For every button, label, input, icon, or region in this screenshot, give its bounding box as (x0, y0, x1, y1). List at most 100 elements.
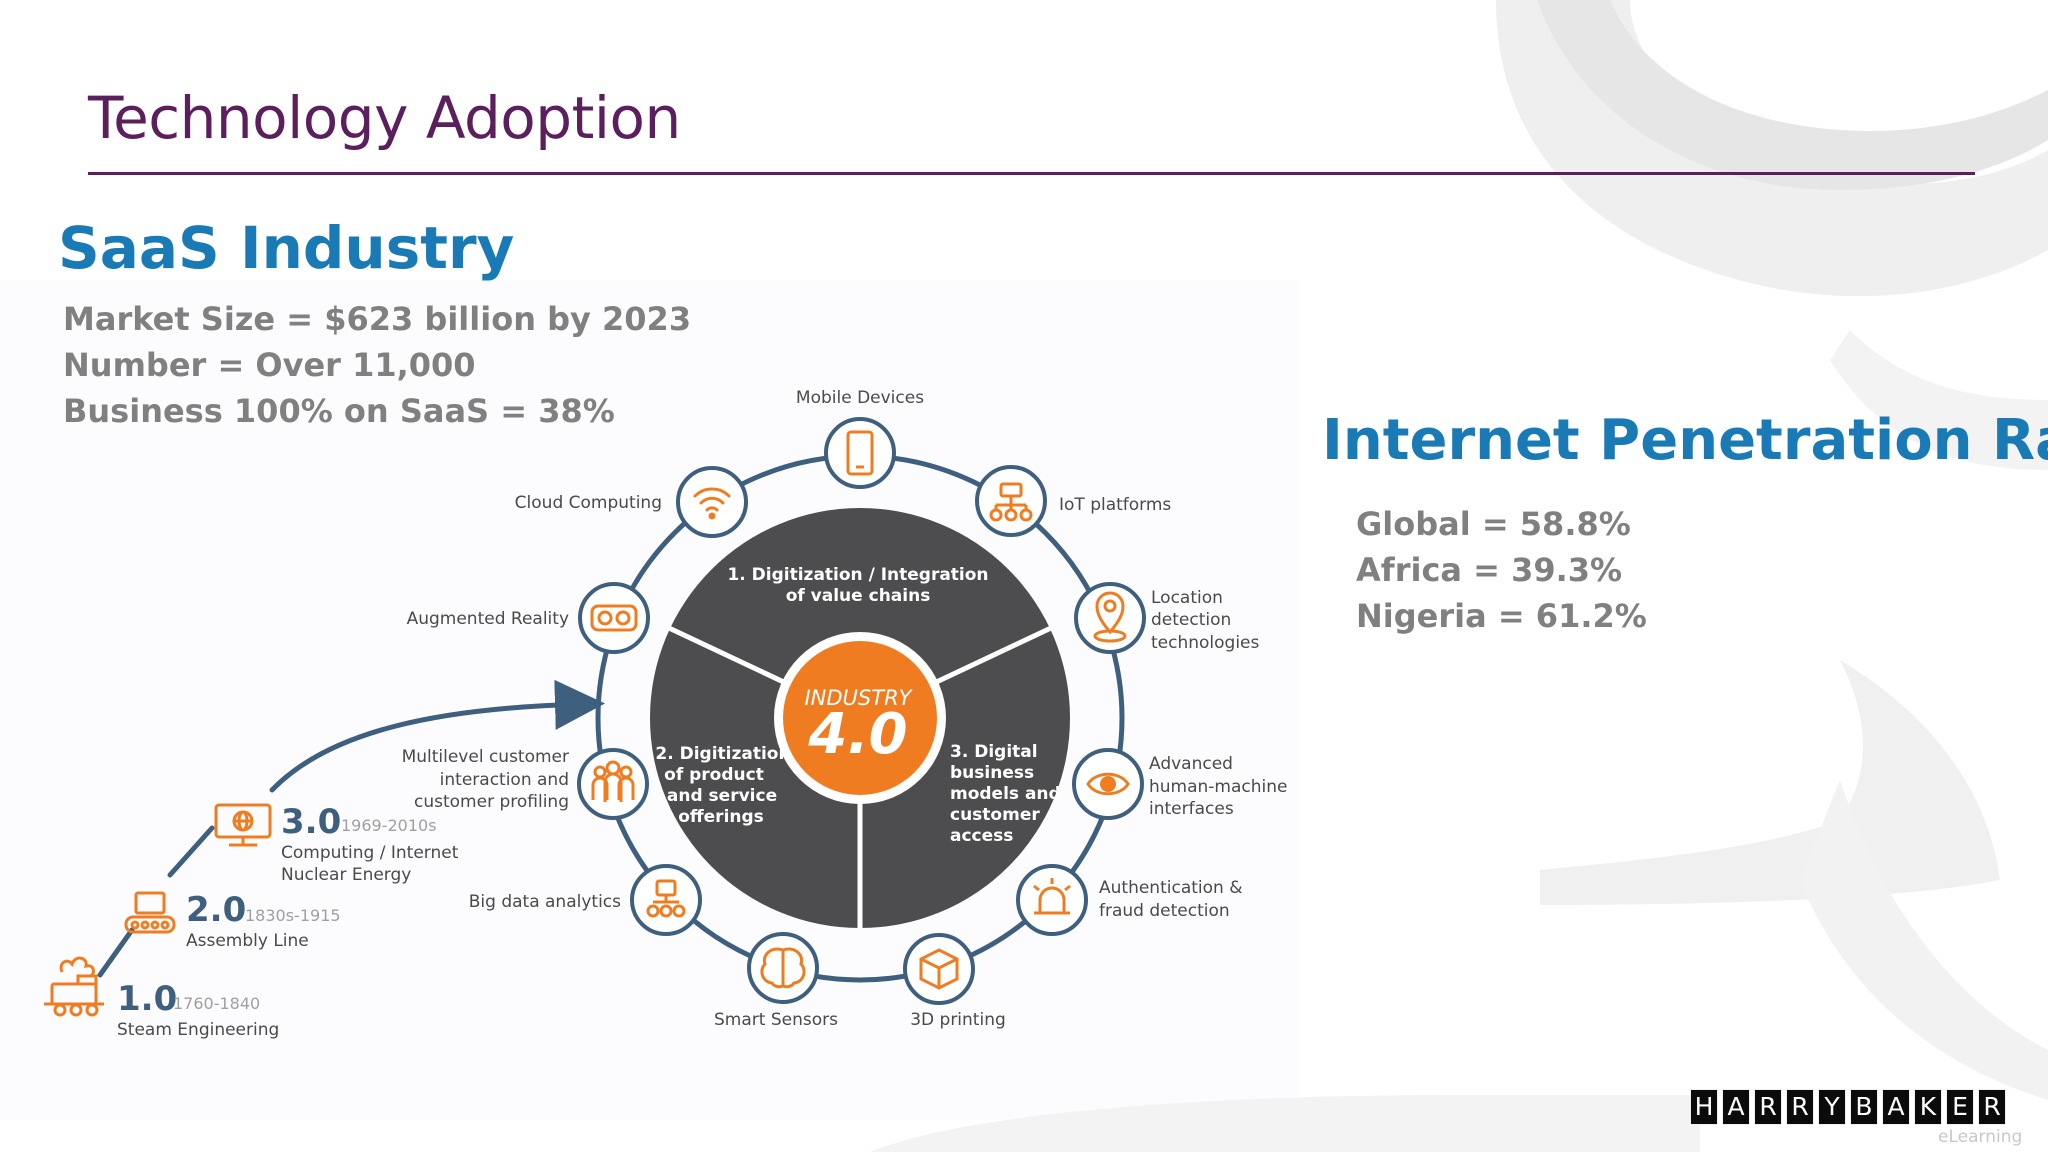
era-label-line: Assembly Line (186, 931, 309, 951)
internet-penetration-heading: Internet Penetration Rate (1322, 408, 2048, 473)
evolution-arrow (97, 704, 585, 978)
era-2-0: 2.0 1830s-1915 Assembly Line (124, 890, 341, 951)
eye-icon (1086, 772, 1130, 796)
internet-stat-global: Global = 58.8% (1356, 505, 1631, 543)
saas-stat-business-share: Business 100% on SaaS = 38% (63, 392, 615, 430)
segment-label-line: 3. Digital (950, 742, 1038, 762)
segment-label-line: customer (950, 805, 1040, 825)
core-hub-label: INDUSTRY (804, 686, 913, 710)
node-iot-platforms: IoT platforms (975, 465, 1171, 537)
logo-letter: K (1914, 1089, 1942, 1125)
node-label-line: Big data analytics (469, 892, 621, 912)
steam-train-icon (44, 956, 104, 1017)
conveyor-icon (124, 891, 176, 934)
node-label-line: Authentication & (1099, 878, 1242, 898)
title-divider (88, 172, 1975, 175)
node-label-line: 3D printing (910, 1010, 1006, 1030)
node-label-line: Advanced (1149, 754, 1233, 774)
node-label-line: fraud detection (1099, 901, 1230, 921)
node-label-line: Augmented Reality (407, 609, 569, 629)
segment-label-line: and service (667, 786, 777, 806)
brain-icon (760, 947, 806, 989)
people-icon (591, 760, 635, 802)
era-label-line: Nuclear Energy (281, 865, 411, 885)
node-label-line: human-machine (1149, 777, 1288, 797)
harry-baker-logo: H A R R Y B A K E R (1690, 1089, 2006, 1125)
wifi-icon (693, 487, 731, 520)
analytics-icon (646, 879, 686, 918)
era-number: 1.0 (117, 979, 177, 1019)
logo-subtitle: eLearning (1938, 1127, 2023, 1147)
logo-letter: H (1690, 1089, 1718, 1125)
era-years: 1830s-1915 (245, 906, 341, 925)
saas-heading: SaaS Industry (58, 214, 515, 282)
node-label-line: interaction and (440, 770, 569, 790)
node-label-line: Smart Sensors (714, 1010, 838, 1030)
saas-stats: Market Size = $623 billion by 2023 Numbe… (63, 296, 691, 434)
cube-icon (919, 948, 959, 990)
node-label-line: IoT platforms (1059, 495, 1171, 515)
era-years: 1760-1840 (173, 994, 260, 1013)
logo-letter: A (1882, 1089, 1910, 1125)
internet-stat-nigeria: Nigeria = 61.2% (1356, 597, 1647, 635)
node-big-data-analytics: Big data analytics (469, 864, 702, 936)
era-years: 1969-2010s (341, 816, 437, 835)
node-label-line: Multilevel customer (402, 747, 569, 767)
saas-stat-market-size: Market Size = $623 billion by 2023 (63, 300, 692, 338)
globe-monitor-icon (214, 803, 272, 847)
node-human-machine-interfaces: Advanced human-machine interfaces (1072, 748, 1288, 820)
node-label-line: interfaces (1149, 799, 1234, 819)
logo-letter: R (1978, 1089, 2006, 1125)
era-1-0: 1.0 1760-1840 Steam Engineering (44, 956, 279, 1040)
node-augmented-reality: Augmented Reality (407, 582, 650, 654)
node-label-line: Location (1151, 588, 1223, 608)
node-cloud-computing: Cloud Computing (515, 466, 748, 538)
alarm-icon (1033, 878, 1071, 915)
saas-stat-number: Number = Over 11,000 (63, 346, 476, 384)
logo-letter: B (1850, 1089, 1878, 1125)
era-number: 3.0 (281, 802, 341, 842)
node-label-line: Cloud Computing (515, 493, 662, 513)
node-3d-printing: 3D printing (903, 933, 1006, 1030)
node-mobile-devices: Mobile Devices (796, 388, 924, 489)
segment-label-line: of product (664, 765, 764, 785)
node-smart-sensors: Smart Sensors (714, 932, 838, 1030)
node-label-line: customer profiling (414, 792, 569, 812)
smartphone-icon (846, 430, 874, 476)
node-label-line: detection (1151, 610, 1231, 630)
location-pin-icon (1093, 591, 1127, 643)
segment-label-line: 2. Digitization (655, 744, 790, 764)
segment-label-line: access (950, 826, 1013, 846)
era-3-0: 3.0 1969-2010s Computing / Internet Nucl… (214, 802, 459, 885)
node-authentication: Authentication & fraud detection (1016, 864, 1242, 936)
slide-title: Technology Adoption (88, 84, 681, 152)
node-customer-interaction: Multilevel customer interaction and cust… (402, 747, 649, 820)
internet-penetration-stats: Global = 58.8% Africa = 39.3% Nigeria = … (1356, 501, 1647, 639)
segment-product-offerings: 2. Digitization of product and service o… (655, 744, 790, 827)
era-number: 2.0 (186, 890, 246, 930)
node-label-line: Mobile Devices (796, 388, 924, 408)
segment-label-line: business (950, 763, 1034, 783)
segment-business-models: 3. Digital business models and customer … (950, 742, 1061, 846)
segment-value-chains: 1. Digitization / Integration of value c… (727, 565, 988, 606)
internet-stat-africa: Africa = 39.3% (1356, 551, 1623, 589)
logo-letter: E (1946, 1089, 1974, 1125)
segment-label-line: of value chains (786, 586, 931, 606)
segment-label-line: 1. Digitization / Integration (727, 565, 988, 585)
node-label-line: technologies (1151, 633, 1260, 653)
vr-headset-icon (590, 604, 638, 632)
segment-label-line: offerings (678, 807, 764, 827)
era-label-line: Steam Engineering (117, 1020, 279, 1040)
core-hub (783, 641, 937, 795)
era-label-line: Computing / Internet (281, 843, 459, 863)
logo-letter: Y (1818, 1089, 1846, 1125)
logo-letter: A (1722, 1089, 1750, 1125)
logo-letter: R (1754, 1089, 1782, 1125)
core-hub-number: 4.0 (807, 702, 907, 767)
segment-label-line: models and (950, 784, 1061, 804)
node-location-detection: Location detection technologies (1074, 582, 1260, 654)
logo-letter: R (1786, 1089, 1814, 1125)
